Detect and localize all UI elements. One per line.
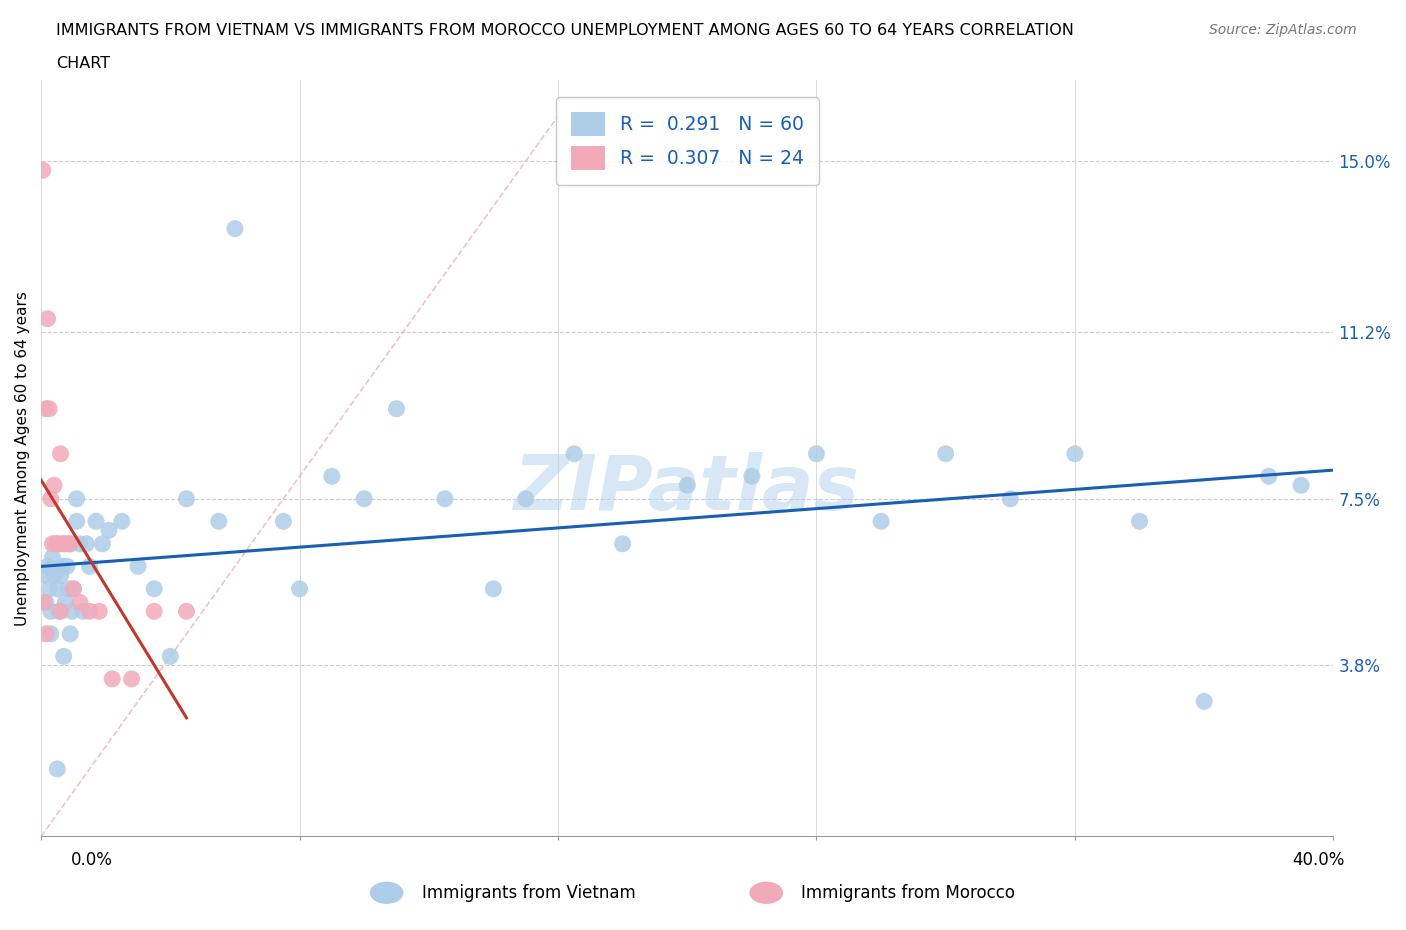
Point — [433, 491, 456, 506]
Point — [111, 514, 134, 529]
Point — [89, 604, 111, 618]
Point — [49, 568, 72, 583]
Point — [806, 446, 828, 461]
Point — [31, 163, 53, 178]
Point — [42, 568, 65, 583]
Point — [1192, 694, 1215, 709]
Point — [39, 627, 62, 642]
Point — [49, 604, 72, 618]
Point — [38, 581, 60, 596]
Text: 40.0%: 40.0% — [1292, 851, 1346, 869]
Point — [39, 491, 62, 506]
Point — [45, 537, 67, 551]
Point — [56, 559, 79, 574]
Point — [84, 514, 107, 529]
Point — [385, 402, 408, 417]
Text: IMMIGRANTS FROM VIETNAM VS IMMIGRANTS FROM MOROCCO UNEMPLOYMENT AMONG AGES 60 TO: IMMIGRANTS FROM VIETNAM VS IMMIGRANTS FR… — [56, 23, 1074, 38]
Point — [75, 537, 97, 551]
Point — [288, 581, 311, 596]
Point — [46, 762, 69, 777]
Point — [1257, 469, 1279, 484]
Point — [58, 581, 80, 596]
Point — [60, 604, 83, 618]
Point — [79, 604, 101, 618]
Point — [79, 559, 101, 574]
Point — [127, 559, 149, 574]
Point — [143, 581, 166, 596]
Point — [62, 581, 84, 596]
Point — [1128, 514, 1150, 529]
Point — [48, 537, 70, 551]
Point — [62, 581, 84, 596]
Point — [35, 595, 58, 610]
Point — [59, 537, 82, 551]
Point — [37, 559, 59, 574]
Point — [176, 491, 198, 506]
Point — [91, 537, 114, 551]
Point — [224, 221, 246, 236]
Point — [159, 649, 181, 664]
Point — [39, 604, 62, 618]
Legend: R =  0.291   N = 60, R =  0.307   N = 24: R = 0.291 N = 60, R = 0.307 N = 24 — [555, 97, 818, 184]
Point — [35, 402, 58, 417]
Point — [42, 478, 65, 493]
Point — [482, 581, 505, 596]
Point — [34, 595, 56, 610]
Point — [1064, 446, 1087, 461]
Point — [38, 402, 60, 417]
Point — [676, 478, 699, 493]
Point — [121, 671, 143, 686]
Point — [741, 469, 763, 484]
Point — [35, 627, 58, 642]
Point — [143, 604, 166, 618]
Point — [49, 446, 72, 461]
Point — [612, 537, 634, 551]
Point — [52, 537, 75, 551]
Point — [515, 491, 537, 506]
Point — [1000, 491, 1022, 506]
Point — [41, 537, 63, 551]
Point — [562, 446, 585, 461]
Point — [97, 523, 120, 538]
Text: CHART: CHART — [56, 56, 110, 71]
Y-axis label: Unemployment Among Ages 60 to 64 years: Unemployment Among Ages 60 to 64 years — [15, 291, 30, 626]
Point — [353, 491, 375, 506]
Point — [51, 559, 73, 574]
Point — [176, 604, 198, 618]
Point — [66, 514, 89, 529]
Point — [101, 671, 124, 686]
Point — [935, 446, 957, 461]
Point — [48, 604, 70, 618]
Text: 0.0%: 0.0% — [70, 851, 112, 869]
Point — [66, 491, 89, 506]
Point — [1289, 478, 1312, 493]
Point — [208, 514, 231, 529]
Point — [53, 595, 76, 610]
Point — [59, 537, 82, 551]
Point — [52, 649, 75, 664]
Point — [56, 537, 79, 551]
Point — [69, 537, 91, 551]
Point — [34, 568, 56, 583]
Point — [321, 469, 343, 484]
Point — [52, 537, 75, 551]
Point — [870, 514, 893, 529]
Text: Source: ZipAtlas.com: Source: ZipAtlas.com — [1209, 23, 1357, 37]
Point — [72, 604, 94, 618]
Point — [37, 312, 59, 326]
Point — [59, 627, 82, 642]
Point — [69, 595, 91, 610]
Point — [273, 514, 295, 529]
Point — [41, 550, 63, 565]
Text: Immigrants from Vietnam: Immigrants from Vietnam — [422, 884, 636, 902]
Point — [46, 581, 69, 596]
Point — [46, 537, 69, 551]
Text: ZIPatlas: ZIPatlas — [515, 452, 860, 525]
Text: Immigrants from Morocco: Immigrants from Morocco — [801, 884, 1015, 902]
